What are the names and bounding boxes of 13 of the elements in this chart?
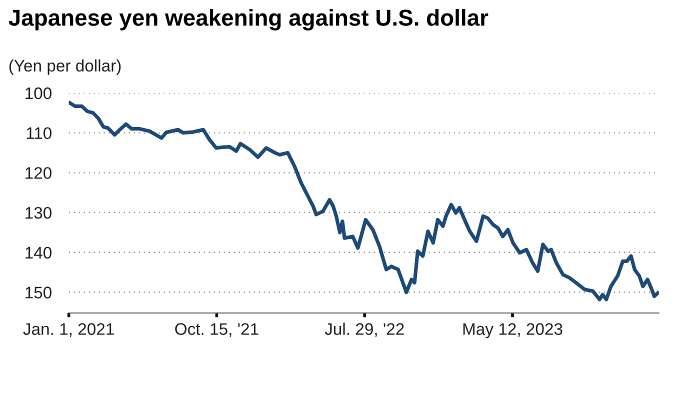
line-series bbox=[68, 101, 659, 302]
y-axis-title: (Yen per dollar) bbox=[9, 59, 121, 75]
x-tick-label: Jul. 29, '22 bbox=[324, 322, 404, 337]
y-tick-label: 140 bbox=[26, 246, 52, 259]
x-tick-label: Jan. 1, 2021 bbox=[23, 323, 114, 337]
y-tick-label: 110 bbox=[26, 127, 52, 140]
y-tick-label: 130 bbox=[26, 206, 52, 219]
x-tick-label: May 12, 2023 bbox=[463, 323, 562, 338]
y-tick-label: 100 bbox=[26, 87, 52, 100]
x-tick-label: Oct. 15, '21 bbox=[175, 323, 258, 337]
chart-title: Japanese yen weakening against U.S. dollar bbox=[8, 9, 488, 30]
y-tick-label: 120 bbox=[26, 167, 52, 179]
y-tick-label: 150 bbox=[26, 286, 52, 298]
